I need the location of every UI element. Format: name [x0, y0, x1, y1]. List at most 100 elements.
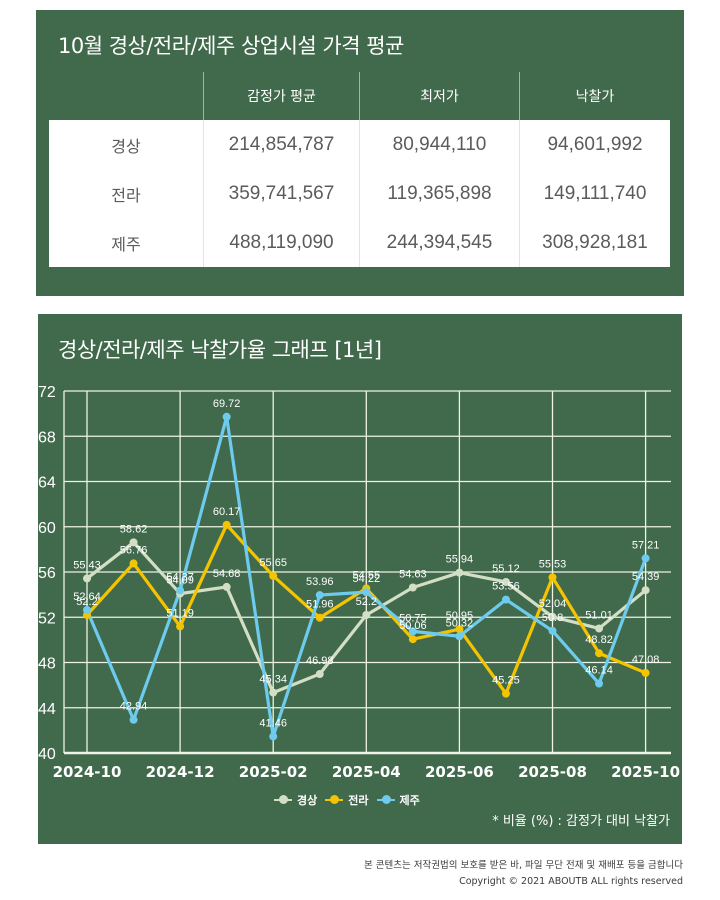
bid-rate-chart-panel: 경상/전라/제주 낙찰가율 그래프 [1년] 40 44 48 52 56 60 64 68 7…	[38, 314, 682, 844]
chart-legend: 경상 전라 제주	[274, 792, 420, 808]
data-label: 45.25	[492, 675, 520, 687]
price-table: 감정가 평균 최저가 낙찰가 경상 214,854,787 80,944,110…	[49, 72, 670, 267]
data-point	[315, 670, 324, 679]
data-point	[222, 412, 231, 421]
data-label: 54.37	[166, 571, 194, 583]
header-appraisal-avg: 감정가 평균	[203, 72, 360, 120]
x-tick-label: 2025-06	[425, 763, 494, 781]
ratio-footnote: * 비율 (%) : 감정가 대비 낙찰가	[492, 814, 670, 829]
data-label: 55.53	[539, 558, 567, 570]
min-price-cell: 80,944,110	[359, 120, 520, 169]
data-label: 54.63	[399, 568, 427, 580]
copyright-text: Copyright © 2021 ABOUTB ALL rights reser…	[459, 876, 683, 887]
table-header-row: 감정가 평균 최저가 낙찰가	[49, 72, 670, 120]
data-label: 54.09	[166, 575, 194, 587]
data-point	[83, 606, 91, 615]
data-label: 52.2	[76, 596, 97, 608]
x-tick-label: 2025-10	[611, 763, 680, 781]
data-point	[548, 573, 557, 582]
table-row: 경상 214,854,787 80,944,110 94,601,992	[49, 120, 670, 169]
y-tick-label: 72	[38, 384, 56, 401]
data-label: 52.2	[356, 596, 377, 608]
data-point	[269, 732, 278, 741]
legend-item-jeolla[interactable]: 전라	[325, 792, 369, 808]
data-point	[129, 538, 138, 547]
appraisal-avg-cell: 488,119,090	[203, 218, 360, 267]
data-point	[315, 613, 324, 622]
data-label: 50.8	[542, 612, 563, 624]
copyright-block: 본 콘텐츠는 저작권법의 보호를 받은 바, 파일 무단 전재 및 재배포 등을…	[364, 858, 683, 890]
data-label: 58.62	[120, 523, 148, 535]
data-point	[222, 520, 231, 529]
data-label: 50.06	[399, 620, 427, 632]
data-point	[595, 624, 604, 633]
data-label: 53.56	[492, 581, 520, 593]
y-tick-label: 48	[38, 656, 56, 673]
data-point	[408, 635, 417, 644]
region-cell: 전라	[49, 169, 204, 218]
data-point	[408, 583, 417, 592]
data-label: 54.68	[213, 568, 241, 580]
data-label: 48.82	[585, 634, 613, 646]
data-point	[641, 668, 650, 677]
data-label: 55.12	[492, 563, 520, 575]
data-label: 55.94	[446, 554, 474, 566]
data-label: 54.55	[353, 569, 381, 581]
x-tick-label: 2025-08	[518, 763, 587, 781]
data-point	[222, 582, 231, 591]
data-point	[362, 588, 371, 597]
data-point	[595, 649, 604, 658]
data-label: 55.43	[73, 559, 101, 571]
legend-label: 경상	[297, 794, 318, 807]
data-label: 53.96	[306, 576, 334, 588]
legend-item-jeju[interactable]: 제주	[376, 792, 420, 808]
data-label: 54.22	[353, 573, 381, 585]
y-tick-label: 40	[38, 746, 56, 763]
data-point	[362, 610, 371, 619]
y-tick-label: 52	[38, 610, 56, 627]
data-label: 46.98	[306, 655, 334, 667]
data-point	[455, 632, 464, 641]
bid-rate-line-chart: 40 44 48 52 56 60 64 68 72 2024-10 2024-12 2025-02 2…	[38, 384, 680, 781]
data-label: 51.01	[585, 609, 613, 621]
data-point	[501, 577, 510, 586]
x-tick-label: 2024-12	[146, 763, 215, 781]
data-label: 69.72	[213, 398, 241, 410]
data-label: 45.34	[259, 674, 287, 686]
data-label: 51.19	[166, 607, 194, 619]
legend-marker-icon	[325, 795, 344, 805]
data-point	[501, 689, 510, 698]
data-point	[176, 586, 185, 595]
data-label: 56.76	[120, 544, 148, 556]
data-point	[315, 591, 324, 600]
data-label: 50.95	[446, 610, 474, 622]
data-point	[269, 571, 278, 580]
data-point	[129, 715, 138, 724]
data-point	[83, 574, 91, 583]
x-tick-label: 2024-10	[53, 763, 122, 781]
data-point	[129, 559, 138, 568]
data-point	[269, 688, 278, 697]
data-label: 54.39	[632, 571, 660, 583]
data-label: 60.17	[213, 506, 241, 518]
header-region	[49, 72, 204, 120]
region-cell: 경상	[49, 120, 204, 169]
appraisal-avg-cell: 214,854,787	[203, 120, 360, 169]
data-point	[455, 568, 464, 577]
table-row: 제주 488,119,090 244,394,545 308,928,181	[49, 218, 670, 267]
data-point	[501, 595, 510, 604]
legend-marker-icon	[376, 795, 395, 805]
price-average-panel: 10월 경상/전라/제주 상업시설 가격 평균 감정가 평균 최저가 낙찰가 경…	[36, 10, 684, 296]
legend-item-gyeongsang[interactable]: 경상	[274, 792, 317, 808]
min-price-cell: 119,365,898	[359, 169, 520, 218]
table-title: 10월 경상/전라/제주 상업시설 가격 평균	[58, 34, 404, 58]
legend-marker-icon	[274, 795, 292, 805]
data-label: 51.96	[306, 599, 334, 611]
data-point	[548, 626, 557, 635]
min-price-cell: 244,394,545	[359, 218, 520, 267]
appraisal-avg-cell: 359,741,567	[203, 169, 360, 218]
data-label: 52.64	[73, 591, 101, 603]
y-tick-label: 60	[38, 520, 56, 537]
copyright-notice: 본 콘텐츠는 저작권법의 보호를 받은 바, 파일 무단 전재 및 재배포 등을…	[364, 860, 683, 871]
data-point	[595, 679, 604, 688]
